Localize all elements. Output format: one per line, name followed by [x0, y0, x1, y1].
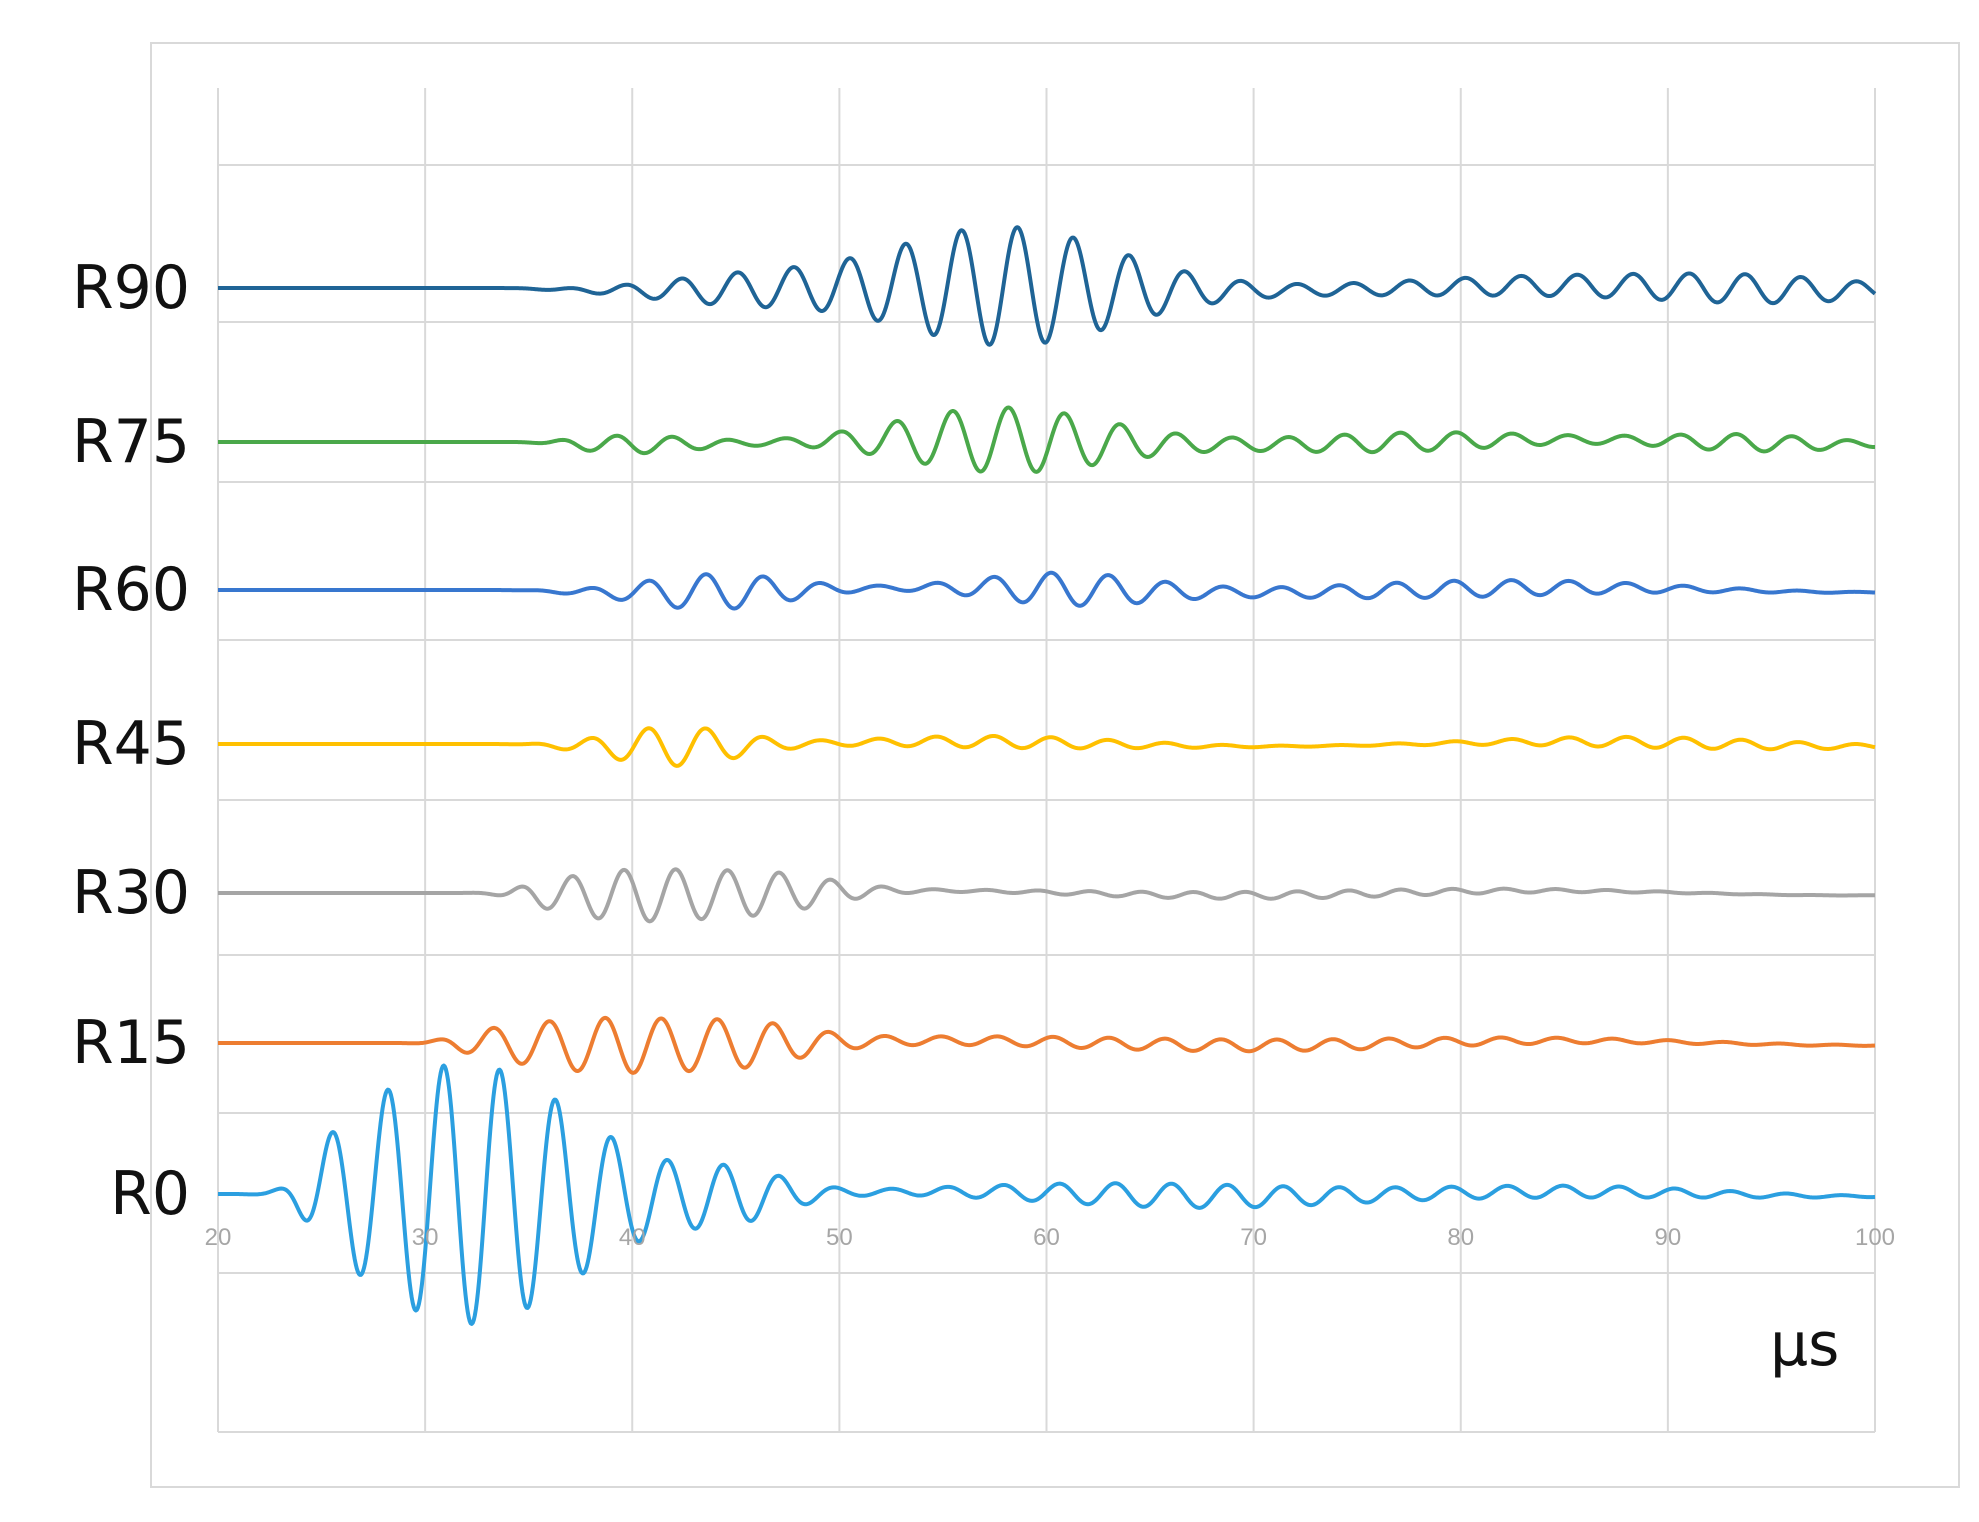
series-line-r30 — [217, 867, 1876, 924]
series-line-r60 — [217, 570, 1876, 611]
grid — [217, 88, 1876, 1433]
x-tick-label: 100 — [1855, 1224, 1895, 1251]
series-label-r15: R15 — [72, 1008, 190, 1078]
series-label-r60: R60 — [72, 555, 190, 625]
series-line-r0 — [217, 1063, 1876, 1326]
series-label-r75: R75 — [72, 407, 190, 477]
series-label-r45: R45 — [72, 709, 190, 779]
chart-frame — [150, 42, 1960, 1488]
series-label-r0: R0 — [110, 1159, 190, 1229]
x-tick-label: 40 — [619, 1224, 646, 1251]
x-tick-label: 90 — [1655, 1224, 1682, 1251]
series-label-r30: R30 — [72, 858, 190, 928]
x-tick-label: 20 — [205, 1224, 232, 1251]
x-axis-ticks: 20 30 40 50 60 70 80 90 100 — [205, 1224, 1895, 1251]
series-label-r90: R90 — [72, 253, 190, 323]
series-line-r75 — [217, 405, 1876, 474]
x-tick-label: 60 — [1033, 1224, 1060, 1251]
x-tick-label: 80 — [1447, 1224, 1474, 1251]
x-tick-label: 30 — [412, 1224, 439, 1251]
series-line-r15 — [217, 1015, 1876, 1075]
x-tick-label: 50 — [826, 1224, 853, 1251]
traces — [217, 225, 1877, 1326]
x-axis-unit-label: µs — [1770, 1310, 1839, 1380]
series-line-r45 — [217, 726, 1876, 768]
series-line-r90 — [217, 225, 1877, 347]
x-tick-label: 70 — [1240, 1224, 1267, 1251]
series-labels: R90 R75 R60 R45 R30 R15 R0 — [72, 253, 190, 1229]
